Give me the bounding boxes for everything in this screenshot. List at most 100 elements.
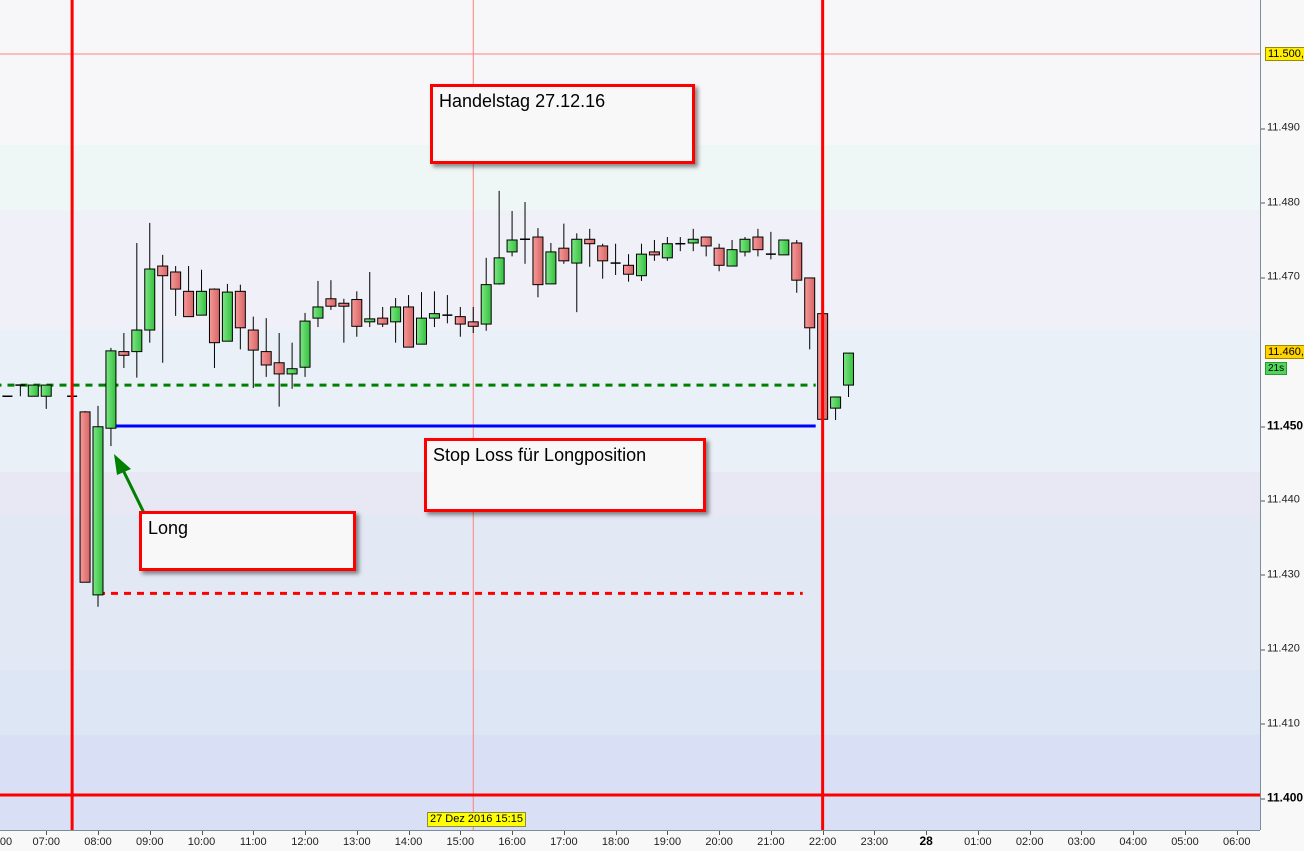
x-tick-mark [1184,831,1186,835]
candle-down [325,298,337,307]
x-tick-mark [253,831,255,835]
x-tick-mark [770,831,772,835]
candle-up [105,350,117,429]
annotation-stop-loss[interactable]: Stop Loss für Longposition [424,438,706,512]
x-tick-mark [46,831,48,835]
y-tick-label: 11.450 [1261,418,1304,433]
candle-down [273,362,285,375]
y-tick-label: 11.490 [1261,121,1300,134]
candle-down [700,236,712,247]
candle-up [312,306,324,319]
long-arrow-head [114,454,131,475]
x-tick-mark [822,831,824,835]
candle-down [79,411,91,583]
y-tick-label: 11.480 [1261,196,1300,209]
y-tick-label: 11.400 [1261,790,1304,805]
annotation-long[interactable]: Long [139,511,356,571]
candle-up [221,291,233,342]
x-tick-mark [1236,831,1238,835]
candle-up [661,243,673,259]
candle-up [545,251,557,285]
x-tick-label: 19:00 [653,836,682,848]
candle-down [260,351,272,366]
x-tick-label: 15:00 [446,836,475,848]
candle-up [40,384,52,397]
candle-up [480,284,492,325]
price-axis[interactable]: 11.400 11.410 11.420 11.430 11.440 11.450 11.4… [1260,0,1304,830]
candle-down [623,264,635,275]
time-axis[interactable]: 00 07:00 08:00 09:00 10:00 11:00 12:00 13:00 14:… [0,830,1260,851]
x-tick-mark [1133,831,1135,835]
x-tick-mark [305,831,307,835]
x-tick-mark [512,831,514,835]
x-tick-label: 18:00 [601,836,630,848]
candle-up [778,239,790,256]
y-tick-label: 11.430 [1261,568,1300,581]
candle-down [804,277,816,329]
annotation-stop-loss-text: Stop Loss für Longposition [433,445,647,465]
candle-down [752,236,764,251]
x-tick-label: 09:00 [135,836,164,848]
annotation-long-text: Long [148,518,189,538]
x-tick-mark [408,831,410,835]
candle-down [377,317,389,325]
candle-down [597,245,609,262]
candle-down [170,271,182,290]
x-tick-mark [874,831,876,835]
x-tick-mark [719,831,721,835]
x-tick-mark [926,831,928,835]
candle-up [571,238,583,264]
x-tick-mark [563,831,565,835]
candle-up [131,329,143,353]
candle-down [403,306,415,348]
x-tick-label: 22:00 [808,836,837,848]
candlestick-chart [0,0,1260,830]
candle-up [196,290,208,316]
y-tick-label: 11.420 [1261,642,1300,655]
candle-up [635,253,647,277]
x-tick-mark [98,831,99,835]
annotation-title[interactable]: Handelstag 27.12.16 [430,84,695,164]
x-tick-label: 10:00 [187,836,216,848]
axis-corner [1260,830,1304,850]
x-tick-mark [667,831,669,835]
x-tick-label: 08:00 [84,836,112,848]
candle-up [506,239,518,253]
candle-down [558,247,570,262]
candle-down [713,247,725,266]
candle-up [739,238,751,253]
candle-down [467,321,479,327]
x-tick-mark [460,831,462,835]
candle-down [234,290,246,329]
x-tick-mark [1081,831,1083,835]
x-tick-label: 04:00 [1119,836,1147,848]
candle-up [390,306,402,323]
candle-up [493,257,505,285]
candle-up [27,384,39,397]
y-tick-label: 11.440 [1261,493,1300,506]
x-tick-mark [356,831,358,835]
candle-down [208,288,220,344]
x-tick-label: 02:00 [1015,836,1044,848]
candle-up [726,249,738,267]
crosshair-price-label: 11.500,4 [1265,47,1304,61]
candle-up [299,320,311,368]
candle-up [830,396,842,409]
x-tick-label: 12:00 [291,836,319,848]
candle-down [157,265,169,277]
x-tick-mark [201,831,203,835]
candle-down [584,238,596,245]
candle-down [247,329,259,351]
long-arrow-shaft [120,467,148,518]
x-tick-label: 17:00 [550,836,578,848]
x-tick-label: 11:00 [239,836,267,848]
x-tick-label: 13:00 [343,836,371,848]
x-tick-label: 23:00 [860,836,889,848]
candle-down [791,242,803,281]
x-tick-mark [1029,831,1031,835]
chart-plot-area[interactable]: Handelstag 27.12.16 Stop Loss für Longpo… [0,0,1260,830]
candle-down [532,236,544,286]
candle-down [183,290,195,318]
x-tick-label: 05:00 [1171,836,1199,848]
candle-up [286,368,298,375]
